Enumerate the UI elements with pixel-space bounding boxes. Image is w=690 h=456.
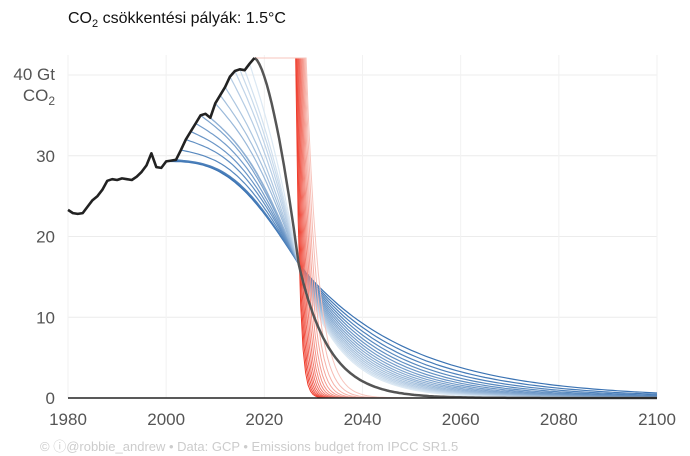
y-tick-label: 20 (36, 228, 55, 247)
blue-pathway-line (190, 130, 658, 398)
blue-pathway-line (180, 149, 658, 397)
red-pathway-line (256, 57, 656, 399)
x-tick-label: 2000 (147, 410, 185, 429)
y-tick-label: 30 (36, 147, 55, 166)
blue-pathway-line (219, 94, 657, 399)
x-tick-label: 2020 (245, 410, 283, 429)
red-pathway-line (255, 57, 657, 399)
red-pathway-line (256, 57, 655, 399)
x-tick-label: 2040 (344, 410, 382, 429)
blue-pathway-line (171, 160, 658, 395)
y-tick-label: 0 (46, 389, 55, 408)
red-pathway-line (255, 57, 655, 399)
red-pathway-line (255, 57, 655, 399)
historical-line (67, 57, 256, 216)
y-axis-label-line1: 40 Gt (13, 65, 55, 84)
y-axis-label-line2: CO2 (23, 86, 56, 108)
blue-pathway-line (166, 160, 658, 394)
y-tick-label: 10 (36, 308, 55, 327)
red-pathway-line (255, 57, 656, 399)
x-tick-label: 2060 (442, 410, 480, 429)
blue-pathway-line (209, 117, 657, 399)
blue-pathway-line (175, 159, 658, 396)
chart-title: CO2 csökkentési pályák: 1.5°C (68, 10, 286, 30)
red-pathways (254, 57, 657, 399)
x-tick-labels: 1980 2000 2020 2040 2060 2080 2100 (49, 410, 676, 429)
historical-emissions (67, 57, 256, 216)
x-tick-label: 1980 (49, 410, 87, 429)
grid (67, 55, 658, 398)
x-tick-label: 2100 (638, 410, 676, 429)
y-tick-labels: 0 10 20 30 (36, 147, 55, 408)
red-pathway-line (256, 57, 657, 399)
blue-pathway-line (185, 139, 658, 398)
red-pathway-line (255, 57, 657, 399)
blue-pathways (166, 63, 658, 399)
x-tick-label: 2080 (540, 410, 578, 429)
credit-line: © ⓘ@robbie_andrew • Data: GCP • Emission… (40, 439, 458, 454)
